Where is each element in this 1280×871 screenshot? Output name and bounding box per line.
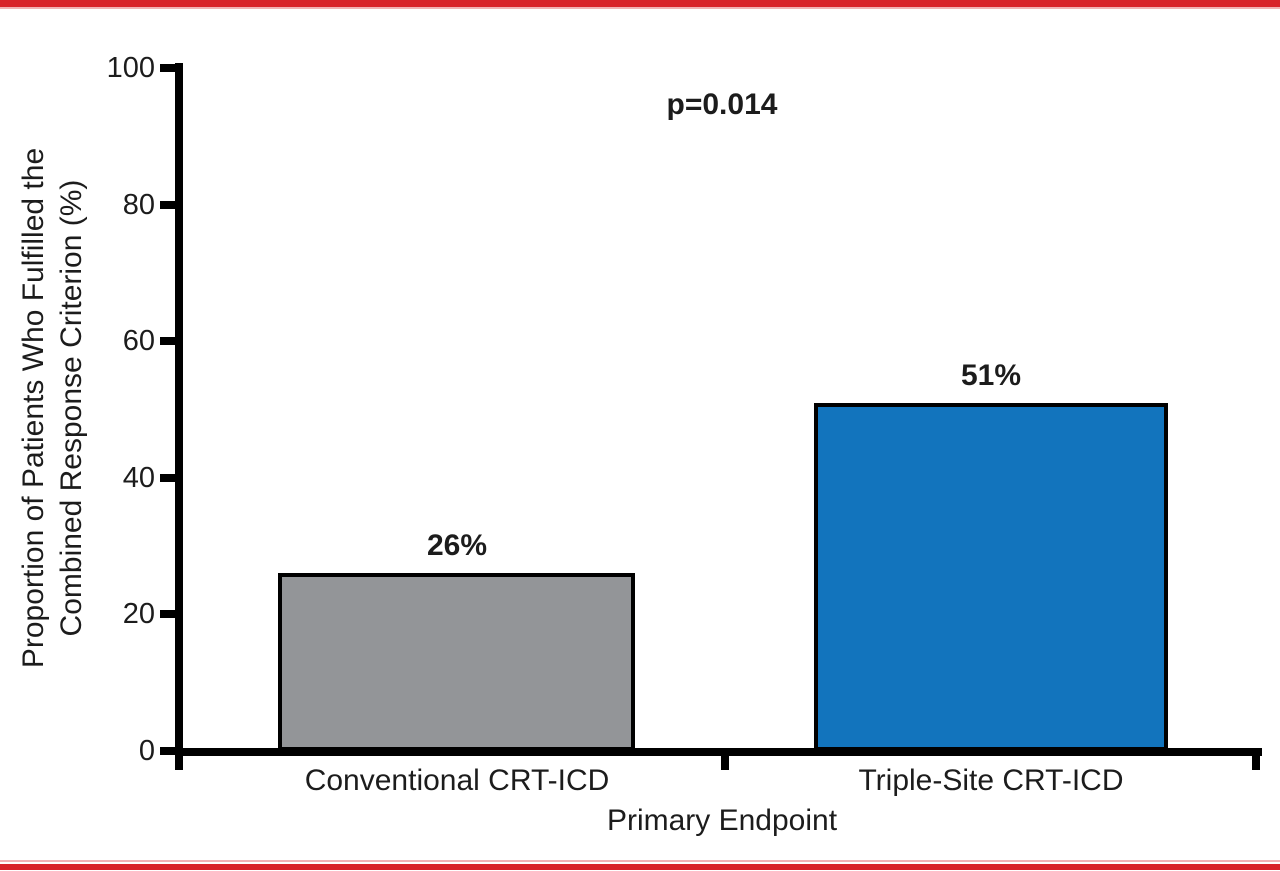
y-tick-40: [160, 474, 175, 482]
y-tick-0: [160, 747, 175, 755]
y-tick-label-0: 0: [138, 735, 155, 767]
p-value-annotation: p=0.014: [666, 88, 778, 121]
y-axis-label: Proportion of Patients Who Fulfilled the…: [15, 108, 91, 708]
top-red-rule: [0, 0, 1280, 7]
bar-conventional-crt-icd: [278, 573, 635, 751]
y-tick-100: [160, 64, 175, 72]
y-tick-label-20: 20: [122, 598, 155, 630]
bar-value-label-triple-site: 51%: [960, 358, 1022, 392]
bottom-red-rule-soft-edge: [0, 860, 1280, 862]
y-axis-label-line1: Proportion of Patients Who Fulfilled the: [17, 147, 50, 669]
y-tick-label-40: 40: [122, 462, 155, 494]
x-axis-line: [175, 748, 1262, 756]
category-label-triple-site: Triple-Site CRT-ICD: [858, 764, 1124, 797]
bar-triple-site-crt-icd: [814, 402, 1168, 751]
y-tick-label-100: 100: [106, 52, 155, 84]
x-tick-mid: [721, 754, 729, 770]
y-tick-label-60: 60: [122, 325, 155, 357]
bar-value-label-conventional: 26%: [426, 529, 488, 563]
y-axis-line: [175, 63, 183, 770]
bottom-red-rule: [0, 864, 1280, 870]
y-tick-label-80: 80: [122, 189, 155, 221]
category-label-conventional: Conventional CRT-ICD: [304, 764, 610, 797]
x-tick-right: [1252, 750, 1260, 770]
top-red-rule-soft-edge: [0, 7, 1280, 9]
y-tick-20: [160, 610, 175, 618]
y-tick-60: [160, 337, 175, 345]
y-tick-80: [160, 201, 175, 209]
x-axis-title: Primary Endpoint: [606, 804, 838, 837]
